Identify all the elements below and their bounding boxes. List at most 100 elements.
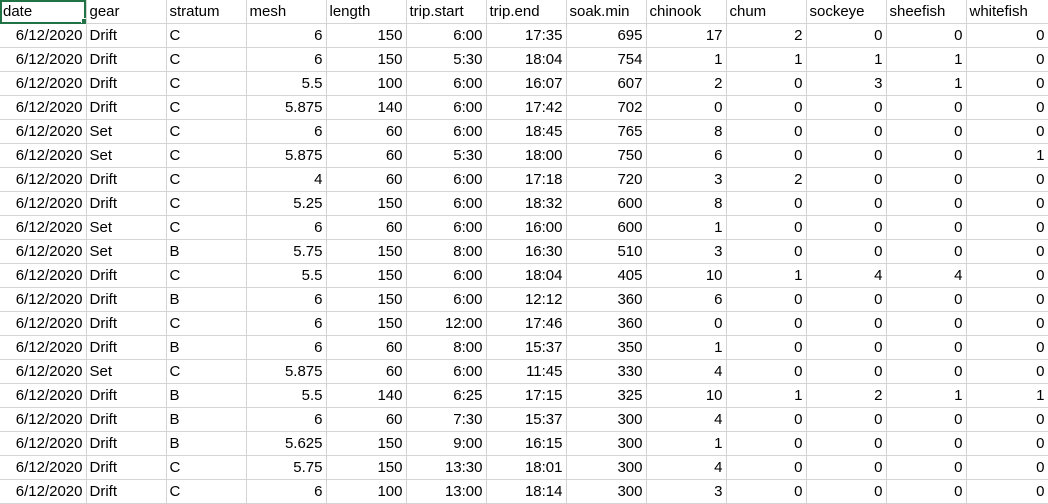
cell-sheefish[interactable]: 0 (886, 215, 967, 240)
cell-sockeye[interactable]: 0 (806, 431, 887, 456)
cell-mesh[interactable]: 5.875 (246, 143, 327, 168)
cell-trip-end[interactable]: 17:18 (486, 167, 567, 192)
cell-trip-start[interactable]: 9:00 (406, 431, 487, 456)
cell-sheefish[interactable]: 0 (886, 359, 967, 384)
cell-chum[interactable]: 0 (726, 311, 807, 336)
cell-chinook[interactable]: 1 (646, 47, 727, 72)
cell-stratum[interactable]: B (166, 239, 247, 264)
cell-chinook[interactable]: 17 (646, 23, 727, 48)
cell-stratum[interactable]: C (166, 359, 247, 384)
cell-stratum[interactable]: C (166, 191, 247, 216)
cell-date[interactable]: 6/12/2020 (0, 191, 87, 216)
cell-stratum[interactable]: B (166, 431, 247, 456)
cell-mesh[interactable]: 6 (246, 407, 327, 432)
cell-whitefish[interactable]: 0 (966, 359, 1048, 384)
cell-mesh[interactable]: 6 (246, 335, 327, 360)
cell-trip-start[interactable]: 13:00 (406, 479, 487, 504)
cell-trip-start[interactable]: 6:00 (406, 167, 487, 192)
cell-sockeye[interactable]: 0 (806, 479, 887, 504)
cell-sockeye[interactable]: 0 (806, 311, 887, 336)
cell-length[interactable]: 150 (326, 191, 407, 216)
cell-trip-start[interactable]: 6:00 (406, 95, 487, 120)
cell-soak-min[interactable]: 600 (566, 191, 647, 216)
cell-date[interactable]: 6/12/2020 (0, 215, 87, 240)
cell-trip-end[interactable]: 16:00 (486, 215, 567, 240)
cell-whitefish[interactable]: 1 (966, 383, 1048, 408)
cell-trip-start[interactable]: 6:00 (406, 23, 487, 48)
cell-sockeye[interactable]: 0 (806, 335, 887, 360)
cell-gear[interactable]: Drift (86, 191, 167, 216)
cell-stratum[interactable]: B (166, 407, 247, 432)
cell-gear[interactable]: Drift (86, 167, 167, 192)
cell-sheefish[interactable]: 0 (886, 431, 967, 456)
cell-date[interactable]: 6/12/2020 (0, 311, 87, 336)
cell-gear[interactable]: Drift (86, 23, 167, 48)
cell-soak-min[interactable]: 600 (566, 215, 647, 240)
header-cell-trip-end[interactable]: trip.end (486, 0, 567, 24)
cell-chinook[interactable]: 8 (646, 119, 727, 144)
cell-trip-end[interactable]: 17:15 (486, 383, 567, 408)
cell-chum[interactable]: 1 (726, 47, 807, 72)
cell-length[interactable]: 60 (326, 359, 407, 384)
cell-chum[interactable]: 0 (726, 335, 807, 360)
cell-sockeye[interactable]: 0 (806, 191, 887, 216)
cell-trip-end[interactable]: 18:32 (486, 191, 567, 216)
cell-length[interactable]: 150 (326, 263, 407, 288)
cell-length[interactable]: 140 (326, 383, 407, 408)
cell-length[interactable]: 150 (326, 311, 407, 336)
cell-gear[interactable]: Drift (86, 383, 167, 408)
cell-gear[interactable]: Drift (86, 407, 167, 432)
cell-whitefish[interactable]: 0 (966, 239, 1048, 264)
cell-whitefish[interactable]: 0 (966, 71, 1048, 96)
header-cell-trip-start[interactable]: trip.start (406, 0, 487, 24)
cell-length[interactable]: 60 (326, 215, 407, 240)
cell-date[interactable]: 6/12/2020 (0, 71, 87, 96)
cell-whitefish[interactable]: 0 (966, 23, 1048, 48)
cell-chinook[interactable]: 3 (646, 479, 727, 504)
cell-date[interactable]: 6/12/2020 (0, 431, 87, 456)
cell-chum[interactable]: 0 (726, 215, 807, 240)
cell-mesh[interactable]: 5.5 (246, 263, 327, 288)
cell-gear[interactable]: Drift (86, 263, 167, 288)
cell-gear[interactable]: Drift (86, 479, 167, 504)
cell-date[interactable]: 6/12/2020 (0, 455, 87, 480)
cell-chum[interactable]: 0 (726, 479, 807, 504)
cell-mesh[interactable]: 6 (246, 311, 327, 336)
cell-date[interactable]: 6/12/2020 (0, 167, 87, 192)
cell-trip-start[interactable]: 8:00 (406, 239, 487, 264)
cell-sockeye[interactable]: 0 (806, 95, 887, 120)
cell-trip-start[interactable]: 5:30 (406, 143, 487, 168)
cell-soak-min[interactable]: 702 (566, 95, 647, 120)
cell-date[interactable]: 6/12/2020 (0, 335, 87, 360)
cell-length[interactable]: 150 (326, 431, 407, 456)
cell-sockeye[interactable]: 0 (806, 215, 887, 240)
cell-trip-end[interactable]: 16:15 (486, 431, 567, 456)
cell-date[interactable]: 6/12/2020 (0, 287, 87, 312)
cell-trip-end[interactable]: 18:04 (486, 263, 567, 288)
cell-trip-start[interactable]: 6:00 (406, 215, 487, 240)
cell-trip-end[interactable]: 16:07 (486, 71, 567, 96)
cell-soak-min[interactable]: 300 (566, 407, 647, 432)
cell-soak-min[interactable]: 510 (566, 239, 647, 264)
cell-chinook[interactable]: 0 (646, 311, 727, 336)
cell-stratum[interactable]: B (166, 383, 247, 408)
cell-sockeye[interactable]: 0 (806, 167, 887, 192)
cell-whitefish[interactable]: 0 (966, 311, 1048, 336)
cell-soak-min[interactable]: 765 (566, 119, 647, 144)
cell-stratum[interactable]: C (166, 23, 247, 48)
cell-trip-end[interactable]: 17:42 (486, 95, 567, 120)
cell-trip-start[interactable]: 5:30 (406, 47, 487, 72)
cell-date[interactable]: 6/12/2020 (0, 479, 87, 504)
cell-gear[interactable]: Drift (86, 335, 167, 360)
cell-stratum[interactable]: B (166, 287, 247, 312)
cell-gear[interactable]: Drift (86, 47, 167, 72)
cell-sheefish[interactable]: 0 (886, 119, 967, 144)
cell-chinook[interactable]: 0 (646, 95, 727, 120)
cell-date[interactable]: 6/12/2020 (0, 119, 87, 144)
cell-chinook[interactable]: 4 (646, 407, 727, 432)
cell-date[interactable]: 6/12/2020 (0, 383, 87, 408)
cell-soak-min[interactable]: 300 (566, 479, 647, 504)
cell-length[interactable]: 60 (326, 119, 407, 144)
cell-stratum[interactable]: C (166, 455, 247, 480)
cell-whitefish[interactable]: 0 (966, 215, 1048, 240)
